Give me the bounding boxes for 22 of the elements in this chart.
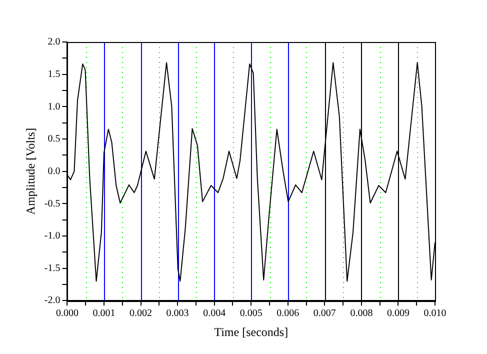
y-tick-label: -1.0 (44, 230, 60, 242)
y-tick-label: 2.0 (48, 36, 60, 48)
y-tick-label: 0.0 (48, 166, 60, 177)
y-tick-label: 1.5 (48, 68, 60, 80)
x-tick-label: 0.003 (166, 308, 189, 320)
x-tick-label: 0.009 (386, 308, 410, 320)
y-axis-title: Amplitude [Volts] (23, 128, 38, 215)
y-tick-label: 0.5 (48, 134, 60, 145)
x-tick-label: 0.008 (350, 308, 373, 320)
y-tick-label: -1.5 (44, 262, 60, 274)
x-tick-label: 0.001 (92, 308, 116, 320)
y-tick-label: -0.5 (44, 198, 60, 210)
y-tick-label: 1.0 (48, 101, 60, 112)
x-tick-label: 0.002 (130, 308, 152, 320)
x-tick-label: 0.006 (276, 308, 300, 320)
x-tick-label: 0.010 (424, 308, 446, 320)
x-tick-label: 0.000 (56, 308, 78, 320)
x-tick-label: 0.005 (240, 308, 262, 320)
y-tick-label: -2.0 (44, 295, 60, 306)
x-tick-label: 0.007 (313, 308, 336, 320)
x-axis-title: Time [seconds] (214, 324, 288, 339)
x-tick-label: 0.004 (203, 308, 226, 320)
